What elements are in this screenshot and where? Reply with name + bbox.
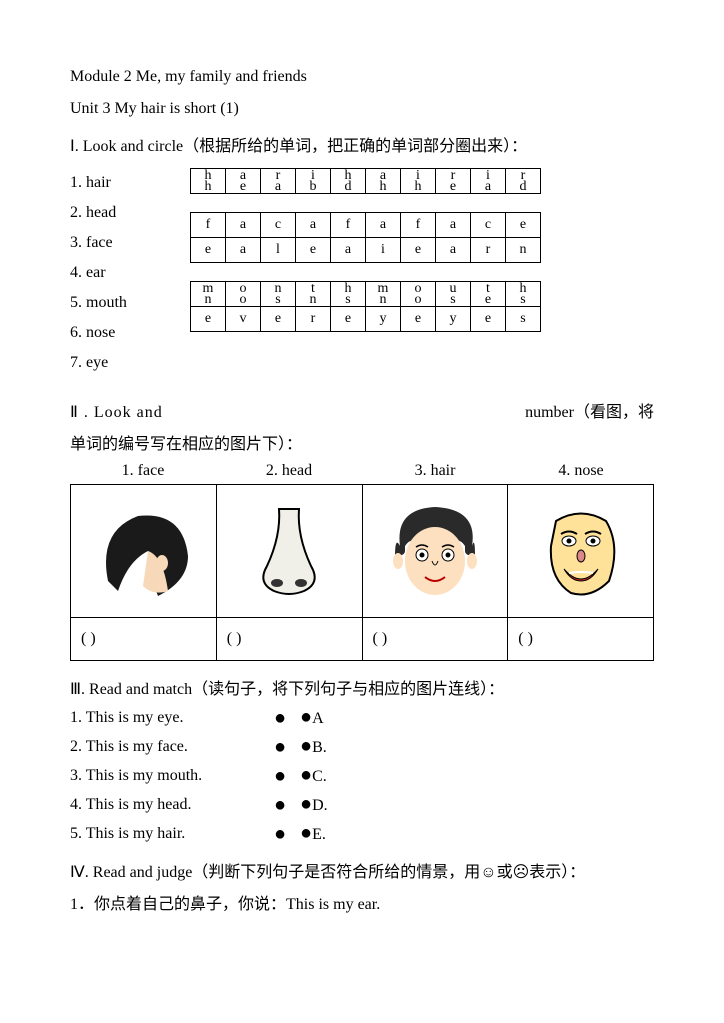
match-right: ●B.: [300, 736, 380, 757]
head-hair-icon: [88, 501, 198, 601]
nose-icon: [239, 501, 339, 601]
picture-cell-hair: [71, 485, 217, 618]
match-left: 3. This is my mouth.: [70, 767, 260, 785]
match-right: ●E.: [300, 823, 380, 844]
label-item: 1. face: [70, 462, 216, 480]
unit-title: Unit 3 My hair is short (1): [70, 100, 654, 118]
label-item: 2. head: [216, 462, 362, 480]
match-dot-left: ●: [260, 737, 300, 757]
word-item: 3. face: [70, 234, 190, 252]
match-row: 4. This is my head. ● ●D.: [70, 794, 654, 815]
section1-layout: 1. hair 2. head 3. face 4. ear 5. mouth …: [70, 162, 654, 384]
match-row: 5. This is my hair. ● ●E.: [70, 823, 654, 844]
match-left: 2. This is my face.: [70, 738, 260, 756]
section2-title-row: Ⅱ . Look and number（看图，将: [70, 398, 654, 422]
answer-cell[interactable]: ( ): [508, 618, 654, 661]
word-item: 1. hair: [70, 174, 190, 192]
section2-title-left: Ⅱ . Look and: [70, 402, 163, 422]
answer-cell[interactable]: ( ): [362, 618, 508, 661]
answer-cell[interactable]: ( ): [71, 618, 217, 661]
match-dot-left: ●: [260, 766, 300, 786]
letters-table-3: mn oo ns tn hs mn oo us te hs evereyeyes: [190, 281, 541, 332]
match-dot-left: ●: [260, 824, 300, 844]
word-item: 7. eye: [70, 354, 190, 372]
module-title: Module 2 Me, my family and friends: [70, 68, 654, 86]
section2-title-right: number（看图，将: [525, 398, 654, 422]
label-item: 4. nose: [508, 462, 654, 480]
picture-table: ( ) ( ) ( ) ( ): [70, 484, 654, 661]
match-left: 4. This is my head.: [70, 796, 260, 814]
letters-table-1: hh ae ra ib hd ah ih re ia rd: [190, 168, 541, 194]
match-dot-left: ●: [260, 708, 300, 728]
answer-cell[interactable]: ( ): [216, 618, 362, 661]
mask-face-icon: [531, 501, 631, 601]
match-right: ●A: [300, 707, 380, 728]
picture-cell-mask-face: [508, 485, 654, 618]
match-row: 2. This is my face. ● ●B.: [70, 736, 654, 757]
letters-table-2: facafaface ealeaiearn: [190, 212, 541, 263]
letter-tables: hh ae ra ib hd ah ih re ia rd facafaface…: [190, 168, 541, 332]
match-left: 5. This is my hair.: [70, 825, 260, 843]
face-icon: [380, 501, 490, 601]
picture-cell-face: [362, 485, 508, 618]
label-item: 3. hair: [362, 462, 508, 480]
section2-title-cont: 单词的编号写在相应的图片下）：: [70, 430, 654, 454]
section4-title: Ⅳ. Read and judge（判断下列句子是否符合所给的情景，用☺或☹表示…: [70, 858, 654, 882]
word-item: 4. ear: [70, 264, 190, 282]
match-dot-left: ●: [260, 795, 300, 815]
match-left: 1. This is my eye.: [70, 709, 260, 727]
word-list: 1. hair 2. head 3. face 4. ear 5. mouth …: [70, 162, 190, 384]
match-right: ●C.: [300, 765, 380, 786]
word-item: 5. mouth: [70, 294, 190, 312]
match-right: ●D.: [300, 794, 380, 815]
section1-title: Ⅰ. Look and circle（根据所给的单词，把正确的单词部分圈出来）：: [70, 132, 654, 156]
word-item: 2. head: [70, 204, 190, 222]
word-item: 6. nose: [70, 324, 190, 342]
section4-q1: 1．你点着自己的鼻子，你说：This is my ear.: [70, 890, 654, 914]
section3-title: Ⅲ. Read and match（读句子，将下列句子与相应的图片连线）：: [70, 675, 654, 699]
match-row: 1. This is my eye. ● ●A: [70, 707, 654, 728]
match-row: 3. This is my mouth. ● ●C.: [70, 765, 654, 786]
section2-labels: 1. face 2. head 3. hair 4. nose: [70, 462, 654, 480]
picture-cell-nose: [216, 485, 362, 618]
